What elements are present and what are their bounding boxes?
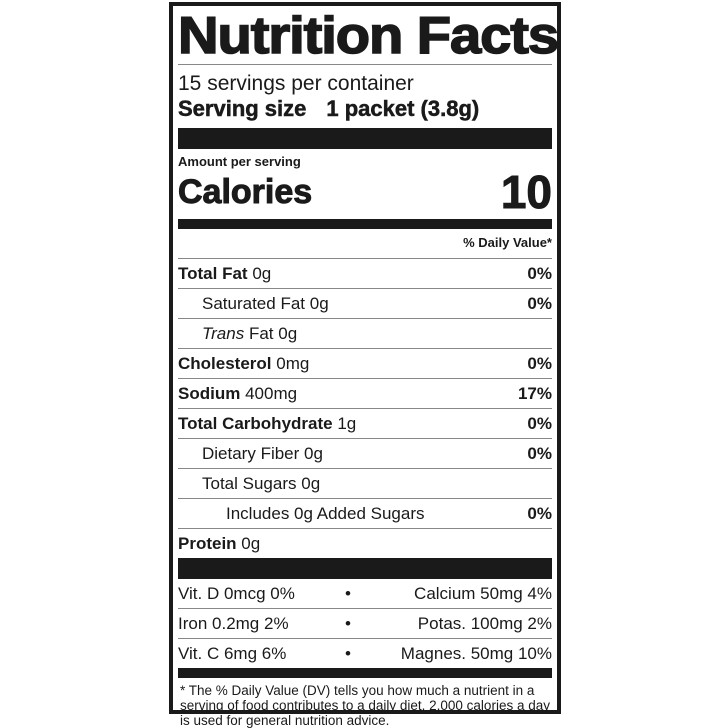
- nutrient-row-added-sugars: Includes 0g Added Sugars 0%: [178, 499, 552, 529]
- bullet-separator: •: [345, 583, 351, 603]
- nutrient-row-cholesterol: Cholesterol 0mg 0%: [178, 349, 552, 379]
- nutrient-row-total-sugars: Total Sugars 0g: [178, 469, 552, 499]
- nutrient-name-rest: Fat: [248, 323, 274, 343]
- nutrient-name: Includes 0g Added Sugars: [226, 503, 425, 523]
- nutrient-amount: 400mg: [245, 383, 298, 403]
- calories-label: Calories: [177, 173, 313, 212]
- vitamin-right: Calcium 50mg 4%: [414, 583, 552, 603]
- nutrient-name: Dietary Fiber: [202, 443, 300, 463]
- vitamin-row: Iron 0.2mg 2% • Potas. 100mg 2%: [178, 609, 552, 639]
- nutrient-dv: 0%: [527, 503, 552, 523]
- nutrient-row-sodium: Sodium 400mg 17%: [178, 379, 552, 409]
- vitamin-left: Iron 0.2mg 2%: [178, 613, 289, 633]
- serving-size-label: Serving size: [178, 96, 307, 122]
- nutrient-row-protein: Protein 0g: [178, 529, 552, 558]
- vitamin-left: Vit. D 0mcg 0%: [178, 583, 295, 603]
- nutrient-amount: 0g: [301, 473, 321, 493]
- serving-size-value: 1 packet (3.8g): [326, 96, 480, 122]
- daily-value-header: % Daily Value*: [178, 229, 552, 259]
- medium-divider: [178, 668, 552, 678]
- nutrient-name: Total Carbohydrate: [178, 413, 333, 433]
- nutrient-dv: 0%: [527, 263, 552, 283]
- bullet-separator: •: [345, 643, 351, 663]
- nutrient-row-saturated-fat: Saturated Fat 0g 0%: [178, 289, 552, 319]
- vitamin-left: Vit. C 6mg 6%: [178, 643, 287, 663]
- nutrient-amount: 0mg: [276, 353, 310, 373]
- nutrient-name: Trans: [202, 323, 245, 343]
- serving-size: Serving size 1 packet (3.8g): [178, 96, 552, 122]
- thick-divider: [178, 558, 552, 579]
- thick-divider: [178, 128, 552, 149]
- vitamin-right: Potas. 100mg 2%: [417, 613, 552, 633]
- bullet-separator: •: [345, 613, 351, 633]
- nutrient-row-total-carbohydrate: Total Carbohydrate 1g 0%: [178, 409, 552, 439]
- calories-row: Calories 10: [177, 166, 552, 218]
- nutrient-dv: 0%: [527, 353, 552, 373]
- calories-value: 10: [500, 166, 552, 218]
- vitamin-row: Vit. C 6mg 6% • Magnes. 50mg 10%: [178, 639, 552, 668]
- nutrient-dv: 17%: [517, 383, 552, 403]
- nutrient-name: Cholesterol: [178, 353, 272, 373]
- amount-per-serving: Amount per serving: [178, 154, 301, 169]
- nutrient-row-dietary-fiber: Dietary Fiber 0g 0%: [178, 439, 552, 469]
- nutrient-amount: 0g: [304, 443, 323, 463]
- nutrient-name: Saturated Fat: [202, 293, 306, 313]
- medium-divider: [178, 219, 552, 229]
- nutrient-dv: 0%: [527, 443, 552, 463]
- nutrient-name: Total Fat: [178, 263, 248, 283]
- nutrient-dv: 0%: [527, 413, 552, 433]
- nutrient-row-total-fat: Total Fat 0g 0%: [178, 259, 552, 289]
- servings-per-container: 15 servings per container: [178, 72, 414, 95]
- vitamin-row: Vit. D 0mcg 0% • Calcium 50mg 4%: [178, 579, 552, 609]
- nutrient-amount: 1g: [337, 413, 357, 433]
- nutrition-facts-label: Nutrition Facts 15 servings per containe…: [169, 2, 561, 728]
- nutrient-amount: 0g: [309, 293, 329, 313]
- nutrient-name: Total Sugars: [202, 473, 297, 493]
- nutrient-name: Sodium: [178, 383, 241, 403]
- vitamin-right: Magnes. 50mg 10%: [400, 643, 552, 663]
- divider: [178, 64, 552, 65]
- nutrient-dv: 0%: [527, 293, 552, 313]
- nutrient-row-trans-fat: Trans Fat 0g: [178, 319, 552, 349]
- nutrient-amount: 0g: [252, 263, 272, 283]
- nutrient-name: Protein: [178, 533, 237, 553]
- footnote: * The % Daily Value (DV) tells you how m…: [180, 683, 550, 728]
- nutrient-amount: 0g: [241, 533, 261, 553]
- label-title: Nutrition Facts: [177, 7, 560, 65]
- nutrient-amount: 0g: [278, 323, 298, 343]
